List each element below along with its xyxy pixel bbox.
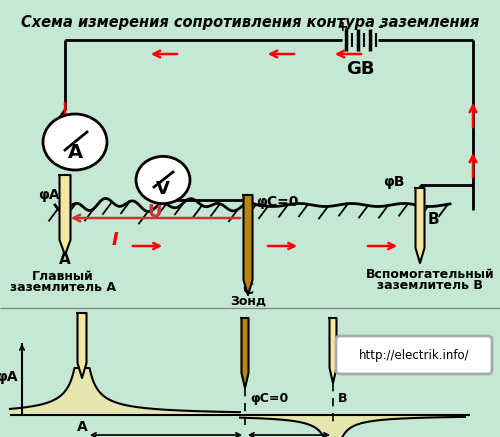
Polygon shape bbox=[60, 175, 70, 255]
Text: B: B bbox=[338, 392, 347, 405]
Text: φA: φA bbox=[0, 370, 18, 384]
Text: заземлитель А: заземлитель А bbox=[10, 281, 116, 294]
Ellipse shape bbox=[136, 156, 190, 204]
Text: GB: GB bbox=[346, 60, 374, 78]
Text: A: A bbox=[68, 142, 82, 162]
Text: -: - bbox=[377, 20, 383, 34]
Text: Главный: Главный bbox=[32, 270, 94, 283]
Text: http://electrik.info/: http://electrik.info/ bbox=[358, 348, 470, 361]
Text: A: A bbox=[76, 420, 88, 434]
Polygon shape bbox=[244, 195, 252, 295]
Text: B: B bbox=[428, 212, 440, 228]
Text: I: I bbox=[112, 231, 118, 249]
Ellipse shape bbox=[43, 114, 107, 170]
Text: φB: φB bbox=[384, 175, 405, 189]
Text: заземлитель В: заземлитель В bbox=[377, 279, 483, 292]
Polygon shape bbox=[330, 318, 336, 383]
Text: φC=0: φC=0 bbox=[250, 392, 288, 405]
Text: U: U bbox=[148, 203, 162, 221]
Text: C: C bbox=[242, 282, 254, 297]
Text: φA: φA bbox=[38, 188, 60, 202]
Text: A: A bbox=[59, 252, 71, 267]
Polygon shape bbox=[242, 318, 248, 388]
Text: V: V bbox=[156, 180, 170, 198]
Text: Зонд: Зонд bbox=[230, 295, 266, 308]
Polygon shape bbox=[416, 188, 424, 263]
Text: φC=0: φC=0 bbox=[256, 195, 298, 209]
Text: Схема измерения сопротивления контура заземления: Схема измерения сопротивления контура за… bbox=[21, 15, 479, 30]
Text: Вспомогательный: Вспомогательный bbox=[366, 268, 494, 281]
Text: +: + bbox=[336, 20, 348, 34]
Polygon shape bbox=[78, 313, 86, 378]
FancyBboxPatch shape bbox=[336, 336, 492, 374]
